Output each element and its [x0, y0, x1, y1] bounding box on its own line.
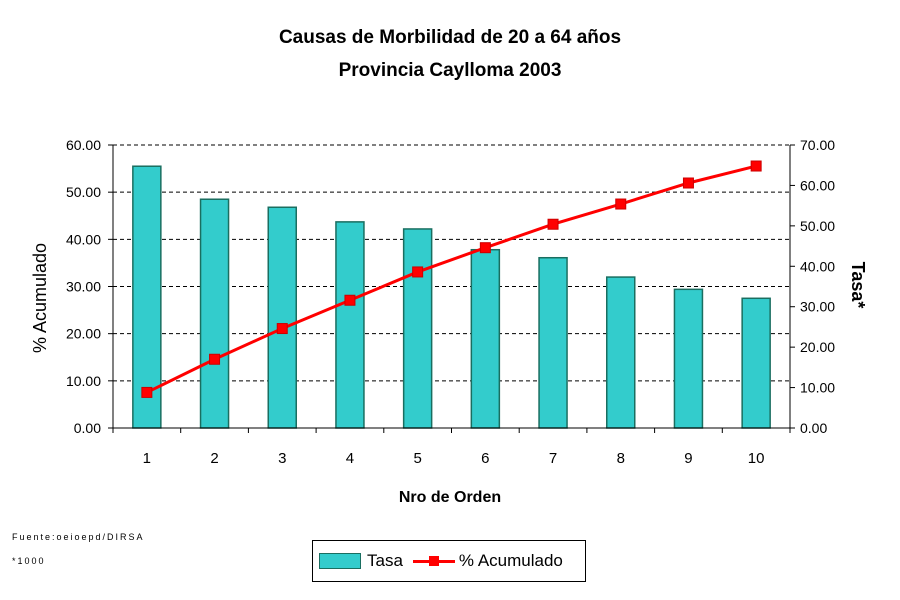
line-point [479, 242, 491, 254]
line-series [141, 160, 762, 398]
legend-line-swatch [412, 554, 455, 568]
unit-note: *1000 [12, 556, 46, 566]
legend: Tasa % Acumulado [312, 540, 586, 582]
y-tick-label: 60.00 [66, 137, 101, 153]
y2-axis-label: Tasa* [848, 262, 868, 309]
line-point [682, 177, 694, 189]
bar [538, 256, 568, 429]
axes: 0.00 10.00 20.00 30.00 40.00 50.00 60.00 0.00 10… [66, 137, 835, 467]
bar [199, 198, 230, 429]
y-tick-label: 30.00 [66, 279, 101, 295]
x-tick-label: 4 [346, 450, 354, 467]
line-point [412, 266, 424, 278]
y2-tick-label: 0.00 [800, 420, 827, 436]
x-tick-label: 6 [481, 450, 489, 467]
bar [132, 165, 162, 429]
series-line [146, 164, 757, 394]
bar [470, 248, 501, 429]
x-tick-label: 8 [617, 450, 625, 467]
x-tick-label: 10 [748, 450, 765, 467]
y2-tick-label: 70.00 [800, 137, 835, 153]
line-point [141, 386, 153, 398]
bar [606, 276, 636, 429]
y2-tick-label: 50.00 [800, 218, 835, 234]
x-tick-label: 1 [143, 450, 151, 467]
y2-tick-label: 30.00 [800, 299, 835, 315]
x-tick-label: 3 [278, 450, 286, 467]
legend-label-acumulado: % Acumulado [458, 551, 563, 570]
x-tick-label: 5 [413, 450, 421, 467]
source-note: Fuente:oeioepd/DIRSA [12, 532, 145, 542]
line-point [750, 160, 762, 172]
y-tick-label: 10.00 [66, 373, 101, 389]
y2-tick-label: 20.00 [800, 339, 835, 355]
y2-tick-label: 60.00 [800, 177, 835, 193]
y-tick-label: 50.00 [66, 184, 101, 200]
bar [673, 288, 704, 429]
line-point [615, 198, 627, 210]
y-tick-label: 20.00 [66, 326, 101, 342]
y-tick-label: 0.00 [74, 420, 101, 436]
chart-title: Causas de Morbilidad de 20 a 64 años [278, 27, 622, 48]
y2-tick-label: 40.00 [800, 258, 835, 274]
bar [402, 228, 433, 429]
line-point [547, 218, 559, 230]
x-axis-label: Nro de Orden [399, 489, 501, 506]
legend-item-tasa: Tasa [313, 551, 403, 571]
x-tick-label: 9 [684, 450, 692, 467]
bar [267, 206, 297, 429]
bar [741, 297, 771, 429]
bar-series [132, 165, 771, 429]
legend-item-acumulado: % Acumulado [403, 551, 563, 571]
chart-subtitle: Provincia Caylloma 2003 [338, 60, 562, 81]
y-tick-label: 40.00 [66, 231, 101, 247]
line-point [276, 323, 288, 335]
x-tick-label: 7 [549, 450, 557, 467]
legend-label-tasa: Tasa [367, 551, 403, 570]
y2-tick-label: 10.00 [800, 380, 835, 396]
y-axis-label: % Acumulado [30, 243, 50, 353]
bar [335, 221, 365, 429]
x-tick-label: 2 [210, 450, 218, 467]
line-point [344, 294, 356, 306]
line-point [209, 353, 221, 365]
legend-bar-swatch [319, 553, 361, 569]
